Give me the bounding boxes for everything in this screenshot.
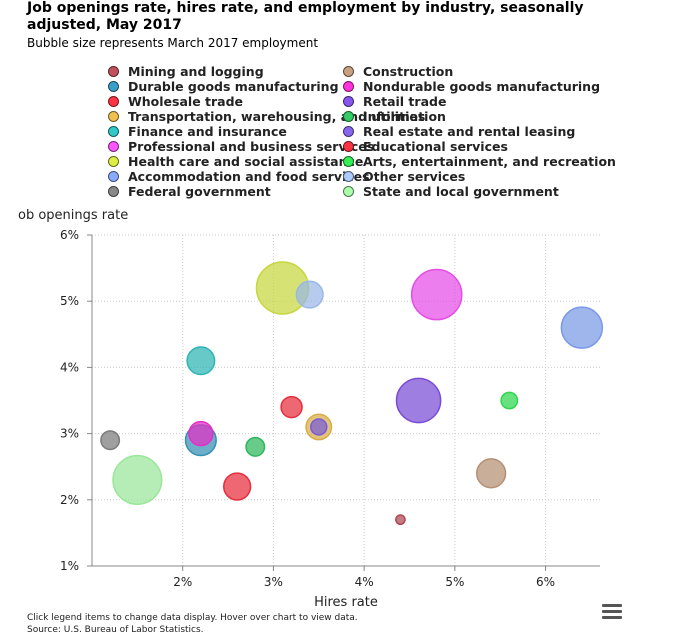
- legend-label: Arts, entertainment, and recreation: [363, 154, 616, 169]
- legend-label: Real estate and rental leasing: [363, 124, 576, 139]
- legend-item[interactable]: State and local government: [343, 184, 559, 199]
- legend-marker: [108, 126, 119, 137]
- legend-marker: [343, 96, 354, 107]
- legend-item[interactable]: Nondurable goods manufacturing: [343, 79, 600, 94]
- bubble-point[interactable]: [280, 395, 303, 419]
- legend-marker: [343, 66, 354, 77]
- legend-label: State and local government: [363, 184, 559, 199]
- legend-marker: [108, 111, 119, 122]
- x-tick-label: 3%: [264, 575, 283, 589]
- legend-marker: [343, 156, 354, 167]
- legend-label: Durable goods manufacturing: [128, 79, 339, 94]
- legend-marker: [108, 96, 119, 107]
- legend-label: Wholesale trade: [128, 94, 244, 109]
- legend-label: Health care and social assistance: [128, 154, 364, 169]
- bubble-point[interactable]: [245, 436, 266, 457]
- y-tick-label: 3%: [60, 427, 79, 441]
- legend-marker: [343, 111, 354, 122]
- y-tick-label: 5%: [60, 294, 79, 308]
- legend-label: Professional and business services: [128, 139, 375, 154]
- chart-subtitle: Bubble size represents March 2017 employ…: [27, 36, 319, 50]
- legend-item[interactable]: Mining and logging: [108, 64, 264, 79]
- bubble-point[interactable]: [500, 391, 519, 410]
- bubble-point[interactable]: [560, 306, 604, 349]
- legend-item[interactable]: Retail trade: [343, 94, 446, 109]
- legend-marker: [343, 81, 354, 92]
- bubble-point[interactable]: [310, 418, 328, 436]
- legend-marker: [108, 171, 119, 182]
- legend-label: Accommodation and food services: [128, 169, 370, 184]
- y-tick-label: 2%: [60, 493, 79, 507]
- chart-source: Source: U.S. Bureau of Labor Statistics.: [27, 625, 204, 635]
- legend-item[interactable]: Educational services: [343, 139, 508, 154]
- chart-title: Job openings rate, hires rate, and emplo…: [27, 0, 584, 33]
- legend-item[interactable]: Construction: [343, 64, 453, 79]
- legend-item[interactable]: Information: [343, 109, 446, 124]
- legend-marker: [108, 81, 119, 92]
- legend-item[interactable]: Professional and business services: [108, 139, 374, 154]
- x-tick-label: 4%: [355, 575, 374, 589]
- legend-label: Federal government: [128, 184, 271, 199]
- chart-instructions: Click legend items to change data displa…: [27, 613, 358, 623]
- y-tick-label: 1%: [60, 559, 79, 573]
- bubble-point[interactable]: [222, 472, 252, 501]
- legend-item[interactable]: Accommodation and food services: [108, 169, 370, 184]
- legend-label: Other services: [363, 169, 466, 184]
- legend-item[interactable]: Arts, entertainment, and recreation: [343, 154, 616, 169]
- bubble-point[interactable]: [395, 514, 406, 526]
- legend-marker: [108, 66, 119, 77]
- x-tick-label: 6%: [536, 575, 555, 589]
- hamburger-menu-icon[interactable]: [602, 604, 622, 622]
- bubble-point[interactable]: [410, 268, 463, 321]
- legend-label: Construction: [363, 64, 454, 79]
- legend-label: Nondurable goods manufacturing: [363, 79, 601, 94]
- legend-item[interactable]: Real estate and rental leasing: [343, 124, 575, 139]
- bubble-point[interactable]: [112, 454, 163, 505]
- y-tick-label: 4%: [60, 360, 79, 374]
- legend-label: Retail trade: [363, 94, 447, 109]
- legend-item[interactable]: Other services: [343, 169, 465, 184]
- legend-item[interactable]: Wholesale trade: [108, 94, 243, 109]
- y-tick-label: 6%: [60, 228, 79, 242]
- bubble-point[interactable]: [188, 420, 214, 447]
- x-tick-label: 2%: [173, 575, 192, 589]
- legend-marker: [108, 186, 119, 197]
- legend-marker: [343, 171, 354, 182]
- legend-label: Mining and logging: [128, 64, 264, 79]
- legend-label: Finance and insurance: [128, 124, 287, 139]
- y-axis-title: ob openings rate: [18, 208, 128, 223]
- legend-label: Educational services: [363, 139, 508, 154]
- bubble-point[interactable]: [186, 346, 216, 376]
- legend-label: Information: [363, 109, 446, 124]
- legend-item[interactable]: Finance and insurance: [108, 124, 287, 139]
- legend-item[interactable]: Federal government: [108, 184, 271, 199]
- chart-legend: Mining and logging Construction Durable go…: [108, 64, 628, 204]
- legend-marker: [108, 141, 119, 152]
- legend-marker: [343, 141, 354, 152]
- legend-item[interactable]: Durable goods manufacturing: [108, 79, 339, 94]
- bubble-point[interactable]: [395, 377, 442, 424]
- bubble-point[interactable]: [476, 458, 507, 489]
- legend-marker: [343, 186, 354, 197]
- x-tick-label: 5%: [445, 575, 464, 589]
- legend-item[interactable]: Health care and social assistance: [108, 154, 363, 169]
- x-axis-title: Hires rate: [314, 595, 378, 610]
- legend-marker: [343, 126, 354, 137]
- bubble-point[interactable]: [295, 280, 324, 309]
- legend-marker: [108, 156, 119, 167]
- bubble-point[interactable]: [100, 430, 121, 451]
